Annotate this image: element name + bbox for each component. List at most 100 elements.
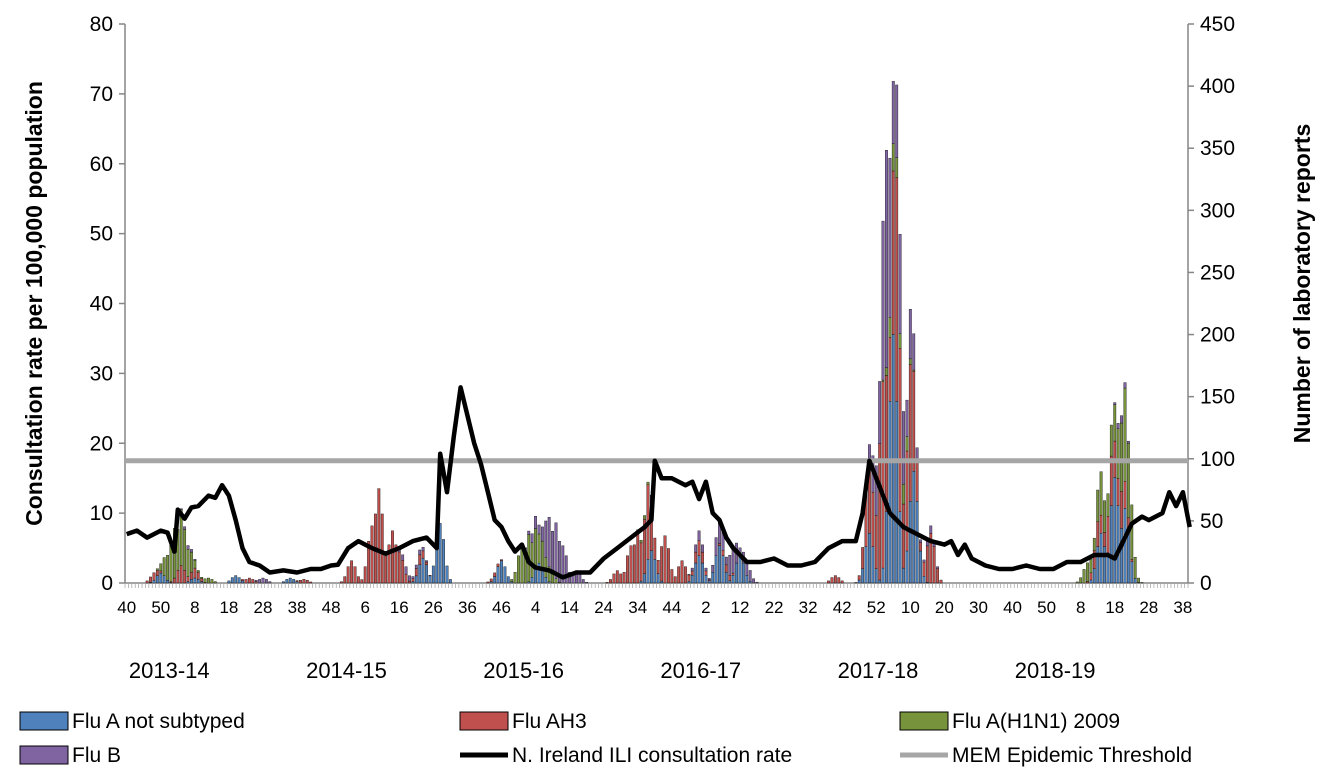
bar-flu-a-not-subtyped <box>885 511 888 584</box>
bar-flu-ah3 <box>411 578 415 582</box>
bar-flu-b <box>922 559 926 563</box>
bar-flu-ah3 <box>878 443 882 581</box>
bar-flu-ah3 <box>871 491 875 547</box>
bar-flu-b <box>697 530 701 541</box>
bar-flu-a-not-subtyped <box>282 581 285 584</box>
bar-flu-a-not-subtyped <box>861 568 865 584</box>
bar-flu-a-not-subtyped <box>704 574 708 584</box>
bar-flu-a-not-subtyped <box>1089 579 1093 584</box>
bar-flu-ah3 <box>684 566 687 584</box>
bar-flu-a-h1n1-2009 <box>1079 577 1083 584</box>
bar-flu-b <box>561 545 565 584</box>
bar-flu-a-not-subtyped <box>868 533 871 584</box>
bar-flu-ah3 <box>247 577 251 584</box>
legend-label: Flu A not subtyped <box>72 710 245 733</box>
bar-flu-a-h1n1-2009 <box>203 578 207 583</box>
bar-flu-a-h1n1-2009 <box>1130 504 1134 560</box>
bar-flu-a-not-subtyped <box>905 550 909 584</box>
x-tick-label: 32 <box>799 598 818 617</box>
bar-flu-a-not-subtyped <box>166 579 169 584</box>
bar-flu-a-h1n1-2009 <box>537 533 541 564</box>
x-tick-label: 18 <box>1105 598 1124 617</box>
bar-flu-ah3 <box>629 545 633 584</box>
bar-flu-ah3 <box>687 574 691 582</box>
bar-flu-ah3 <box>615 570 619 584</box>
bar-flu-a-h1n1-2009 <box>554 578 558 584</box>
bar-series <box>145 81 1144 584</box>
bar-flu-ah3 <box>653 537 657 560</box>
bar-flu-a-not-subtyped <box>190 579 193 584</box>
bar-flu-ah3 <box>922 561 926 577</box>
bar-flu-ah3 <box>254 581 258 584</box>
bar-flu-b <box>414 564 418 569</box>
bar-flu-ah3 <box>353 566 357 584</box>
bar-flu-ah3 <box>346 566 350 584</box>
bar-flu-ah3 <box>397 551 401 584</box>
bar-flu-ah3 <box>1116 478 1120 506</box>
bar-flu-a-not-subtyped <box>653 559 657 584</box>
bar-flu-b <box>885 150 888 368</box>
season-label: 2013-14 <box>129 658 210 683</box>
bar-flu-b <box>418 549 422 556</box>
bar-flu-a-not-subtyped <box>745 574 749 584</box>
y-left-tick-label: 0 <box>101 572 113 595</box>
bar-flu-ah3 <box>387 544 391 584</box>
bar-flu-ah3 <box>827 580 830 584</box>
x-tick-label: 48 <box>322 598 341 617</box>
x-tick-label: 8 <box>1076 598 1085 617</box>
bar-flu-a-not-subtyped <box>418 564 422 584</box>
bar-flu-a-not-subtyped <box>510 581 514 584</box>
bar-flu-a-h1n1-2009 <box>513 572 517 584</box>
bar-flu-a-not-subtyped <box>748 581 752 584</box>
bar-flu-b <box>936 566 939 569</box>
x-tick-label: 4 <box>531 598 540 617</box>
bar-flu-a-not-subtyped <box>425 564 428 584</box>
y-left-tick-label: 60 <box>90 153 113 176</box>
bar-flu-ah3 <box>660 546 664 582</box>
bar-flu-ah3 <box>384 555 388 584</box>
bar-flu-a-not-subtyped <box>186 581 190 584</box>
bar-flu-a-not-subtyped <box>878 579 882 584</box>
bar-flu-ah3 <box>295 580 299 582</box>
bar-flu-a-h1n1-2009 <box>193 560 197 569</box>
bar-flu-a-h1n1-2009 <box>1103 500 1106 533</box>
y-left-tick-label: 80 <box>90 13 113 36</box>
bar-flu-b <box>264 579 268 584</box>
bar-flu-b <box>564 555 568 584</box>
bar-flu-ah3 <box>363 566 367 584</box>
bar-flu-ah3 <box>939 579 943 584</box>
bar-flu-a-h1n1-2009 <box>510 579 514 582</box>
bar-flu-a-h1n1-2009 <box>895 157 899 178</box>
bar-flu-b <box>728 555 732 576</box>
bar-flu-a-not-subtyped <box>643 573 646 584</box>
bar-flu-ah3 <box>360 579 364 584</box>
bar-flu-ah3 <box>837 577 841 584</box>
bar-flu-ah3 <box>251 579 255 584</box>
bar-flu-ah3 <box>241 579 244 582</box>
bar-flu-ah3 <box>159 570 163 574</box>
y-right-tick-label: 150 <box>1200 386 1235 409</box>
bar-flu-a-not-subtyped <box>1130 561 1134 584</box>
bar-flu-a-not-subtyped <box>922 576 926 584</box>
bar-flu-ah3 <box>609 579 612 584</box>
bar-flu-ah3 <box>244 579 248 584</box>
bar-flu-b <box>929 525 933 534</box>
bar-flu-a-not-subtyped <box>414 575 418 584</box>
bar-flu-ah3 <box>830 577 834 584</box>
bar-flu-a-h1n1-2009 <box>891 143 895 172</box>
bar-flu-a-not-subtyped <box>857 579 861 584</box>
bar-flu-ah3 <box>1123 481 1127 509</box>
bar-flu-ah3 <box>612 573 616 584</box>
bar-flu-ah3 <box>861 547 865 569</box>
bar-flu-a-not-subtyped <box>159 572 163 584</box>
y-axis-left-title: Consultation rate per 100,000 population <box>21 81 47 526</box>
bar-flu-a-h1n1-2009 <box>186 549 190 577</box>
bar-flu-ah3 <box>145 580 149 584</box>
bar-flu-b <box>888 157 892 318</box>
bar-flu-a-h1n1-2009 <box>888 317 892 338</box>
bar-flu-a-not-subtyped <box>724 572 728 584</box>
bar-flu-b <box>919 539 922 543</box>
bar-flu-ah3 <box>173 577 176 584</box>
bar-flu-a-not-subtyped <box>442 539 445 584</box>
bar-flu-ah3 <box>421 550 425 559</box>
